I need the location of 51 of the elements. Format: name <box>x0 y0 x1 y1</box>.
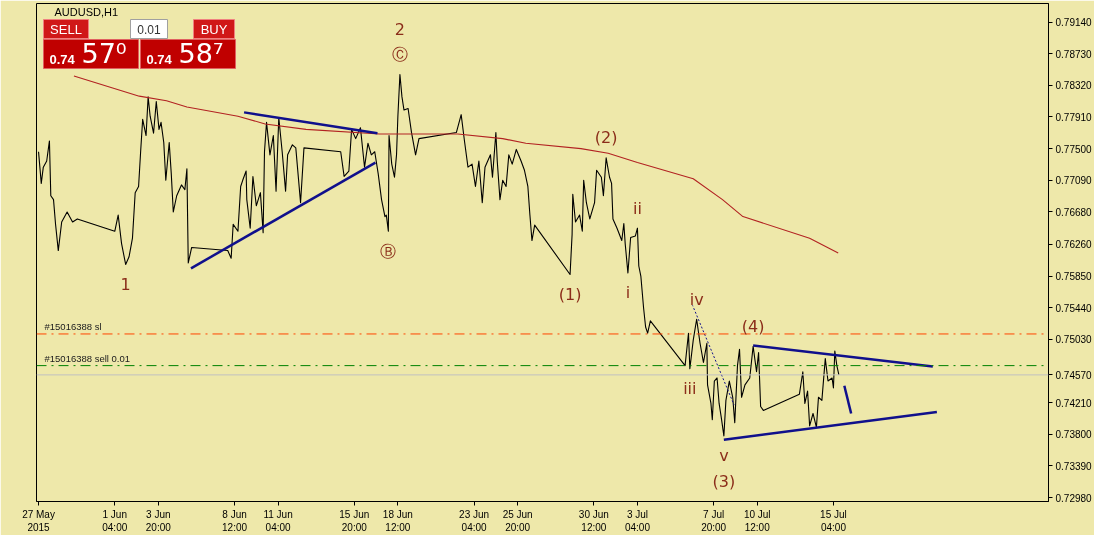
annotation: 0.74 57⁰ <box>49 38 127 69</box>
y-tick-label: 0.76260 <box>1055 239 1093 251</box>
x-tick-label: 15 Jun 20:00 <box>339 508 370 533</box>
annotation: SELL <box>50 21 82 37</box>
annotation: (3) <box>712 472 736 492</box>
annotation: ii <box>632 198 642 218</box>
annotation: iv <box>689 289 704 309</box>
annotation: 0.74 58⁷ <box>146 38 224 69</box>
x-tick-label: 3 Jul 04:00 <box>624 508 651 533</box>
y-tick-label: 0.74210 <box>1055 397 1093 409</box>
y-tick-label: 0.78730 <box>1055 48 1093 60</box>
annotation: Ⓑ <box>380 241 397 261</box>
x-tick-label: 8 Jun 12:00 <box>222 508 248 533</box>
annotation: (1) <box>558 285 582 304</box>
y-tick-label: 0.74570 <box>1055 369 1093 381</box>
x-tick-label: 11 Jun 04:00 <box>263 508 293 533</box>
y-tick-label: 0.73390 <box>1055 460 1093 472</box>
annotation: iii <box>683 379 697 399</box>
annotation: (4) <box>741 316 765 336</box>
annotation: BUY <box>200 21 228 37</box>
ref-line-label: #15016388 sl <box>44 320 102 332</box>
x-tick-label: 7 Jul 20:00 <box>701 508 727 533</box>
y-tick-label: 0.75440 <box>1055 302 1093 314</box>
annotation: Ⓒ <box>391 45 408 65</box>
y-tick-label: 0.72980 <box>1055 492 1093 504</box>
chart-title: AUDUSD,H1 <box>54 5 119 18</box>
annotation: 1 <box>120 275 131 295</box>
y-tick-label: 0.77910 <box>1055 112 1093 123</box>
x-tick-label: 23 Jun 04:00 <box>459 508 490 533</box>
annotation: i <box>625 283 631 303</box>
y-tick-label: 0.75850 <box>1055 271 1093 283</box>
x-tick-label: 3 Jun 20:00 <box>145 508 172 533</box>
x-tick-label: 15 Jul 04:00 <box>820 508 847 533</box>
y-tick-label: 0.77500 <box>1055 143 1093 155</box>
annotation: (2) <box>594 128 618 148</box>
x-tick-label: 1 Jun 04:00 <box>102 508 128 533</box>
annotation: v <box>719 446 729 466</box>
annotation: 0.01 <box>137 22 161 37</box>
x-tick-label: 18 Jun 12:00 <box>382 508 413 533</box>
y-tick-label: 0.73800 <box>1055 429 1093 441</box>
x-tick-label: 30 Jun 12:00 <box>578 508 609 533</box>
y-tick-label: 0.79140 <box>1055 17 1093 29</box>
y-tick-label: 0.77090 <box>1055 175 1093 187</box>
annotation: 2 <box>394 19 406 39</box>
y-tick-label: 0.76680 <box>1055 206 1093 218</box>
x-tick-label: 10 Jul 12:00 <box>743 508 771 533</box>
ref-line-label: #15016388 sell 0.01 <box>44 352 131 364</box>
y-tick-label: 0.75030 <box>1055 334 1093 346</box>
y-tick-label: 0.78320 <box>1055 80 1093 92</box>
x-tick-label: 25 Jun 20:00 <box>502 508 533 533</box>
x-tick-label: 27 May 2015 <box>22 508 55 533</box>
